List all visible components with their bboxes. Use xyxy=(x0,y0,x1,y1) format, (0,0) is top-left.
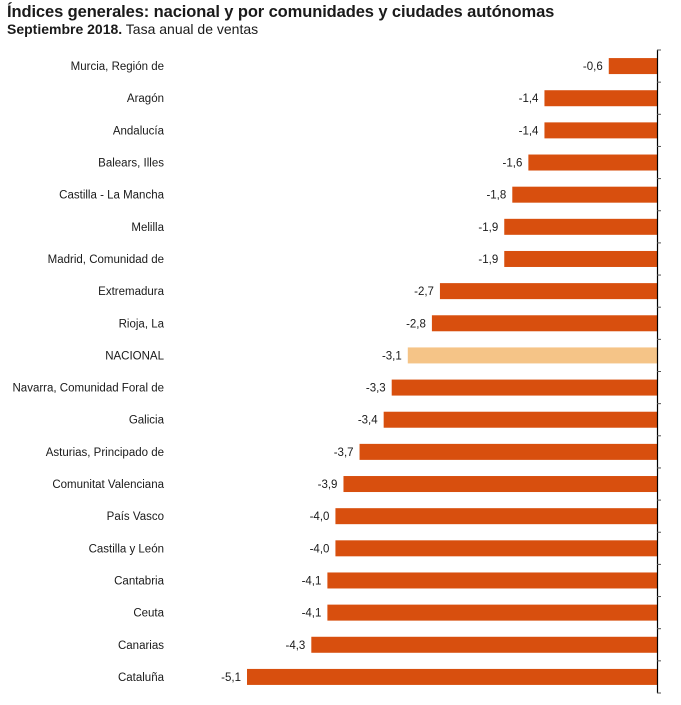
value-label: -3,3 xyxy=(366,383,386,395)
value-label: -3,7 xyxy=(334,447,354,459)
value-label: -4,1 xyxy=(302,575,322,587)
value-label: -4,3 xyxy=(285,640,305,652)
value-label: -4,1 xyxy=(302,608,322,620)
chart-title: Índices generales: nacional y por comuni… xyxy=(7,3,555,21)
category-label: Aragón xyxy=(127,93,164,105)
category-label: Balears, Illes xyxy=(98,158,164,170)
bar xyxy=(327,604,657,621)
chart-subtitle: Septiembre 2018. Tasa anual de ventas xyxy=(7,21,258,37)
value-label: -4,0 xyxy=(310,543,330,555)
bar xyxy=(608,58,657,75)
bar xyxy=(512,186,657,203)
chart-subtitle-date: Septiembre 2018. xyxy=(7,21,123,37)
value-label: -1,9 xyxy=(478,254,498,266)
value-label: -1,9 xyxy=(478,222,498,234)
category-label: Cataluña xyxy=(118,672,165,684)
category-label: Navarra, Comunidad Foral de xyxy=(13,383,165,395)
category-label: Ceuta xyxy=(133,608,164,620)
value-label: -5,1 xyxy=(221,672,241,684)
category-label: Cantabria xyxy=(114,575,164,587)
category-label: Galicia xyxy=(129,415,165,427)
bar xyxy=(359,443,657,460)
category-label: Melilla xyxy=(131,222,164,234)
bar xyxy=(383,411,657,428)
value-label: -1,8 xyxy=(486,190,506,202)
category-label: Canarias xyxy=(118,640,164,652)
bar xyxy=(335,540,657,557)
bar xyxy=(544,90,657,107)
category-label: Castilla y León xyxy=(89,543,164,555)
category-label: NACIONAL xyxy=(105,350,164,362)
bar-highlight xyxy=(407,347,657,364)
category-label: Murcia, Región de xyxy=(71,61,164,73)
value-label: -3,9 xyxy=(318,479,338,491)
bar xyxy=(504,250,657,267)
value-label: -1,4 xyxy=(519,93,539,105)
value-label: -1,4 xyxy=(519,125,539,137)
bar xyxy=(431,315,657,332)
bar xyxy=(528,154,657,171)
bar xyxy=(504,218,657,235)
bar xyxy=(311,636,657,653)
labels-group: Murcia, Región de -0,6 Aragón -1,4 Andalucía… xyxy=(13,61,603,684)
category-label: Comunitat Valenciana xyxy=(52,479,164,491)
bar xyxy=(544,122,657,139)
bar xyxy=(247,668,657,685)
y-axis xyxy=(656,49,661,694)
category-label: Asturias, Principado de xyxy=(46,447,164,459)
value-label: -3,1 xyxy=(382,350,402,362)
bars-group xyxy=(247,58,657,685)
value-label: -2,7 xyxy=(414,286,434,298)
category-label: Andalucía xyxy=(113,125,165,137)
bar xyxy=(335,508,657,525)
value-label: -0,6 xyxy=(583,61,603,73)
bar xyxy=(439,283,657,300)
bar xyxy=(391,379,657,396)
category-label: Rioja, La xyxy=(119,318,165,330)
value-label: -1,6 xyxy=(503,158,523,170)
bar xyxy=(327,572,657,589)
value-label: -3,4 xyxy=(358,415,378,427)
value-label: -4,0 xyxy=(310,511,330,523)
chart-subtitle-description: Tasa anual de ventas xyxy=(122,21,259,37)
category-label: Extremadura xyxy=(98,286,164,298)
category-label: País Vasco xyxy=(107,511,164,523)
bar xyxy=(343,476,657,493)
value-label: -2,8 xyxy=(406,318,426,330)
category-label: Madrid, Comunidad de xyxy=(48,254,164,266)
category-label: Castilla - La Mancha xyxy=(59,190,164,202)
